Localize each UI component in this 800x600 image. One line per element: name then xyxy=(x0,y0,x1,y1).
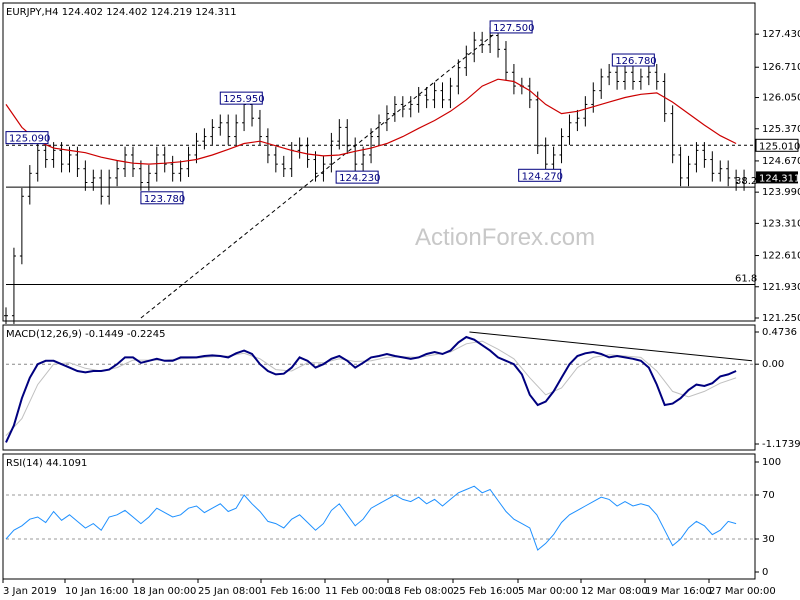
price-axis-label: 123.310 xyxy=(762,218,800,229)
macd-series-signal xyxy=(5,340,737,436)
price-axis-label: 121.930 xyxy=(762,282,800,293)
pivot-label-box xyxy=(335,170,379,184)
pivot-label: 126.780 xyxy=(615,56,656,67)
time-axis-label: 25 Feb 16:00 xyxy=(453,586,519,597)
level-price-label: 125.010 xyxy=(759,141,800,152)
macd-panel-title: MACD(12,26,9) -0.1449 -0.2245 xyxy=(6,329,166,340)
time-axis-label: 5 Mar 00:00 xyxy=(518,586,578,597)
rsi-levels xyxy=(6,494,755,540)
current-price-box xyxy=(756,171,798,184)
time-axis-label: 19 Mar 16:00 xyxy=(645,586,712,597)
trendline xyxy=(140,30,499,319)
pivot-label: 125.950 xyxy=(223,94,264,105)
macd-axis-label: 0.00 xyxy=(762,359,784,370)
time-axis: 3 Jan 2019 10 Jan 16:00 18 Jan 00:00 25 Jan… xyxy=(2,579,776,597)
pivot-labels: 125.090 125.950 127.500 126.780 123.780 124.2… xyxy=(5,20,657,205)
rsi-axis-label: 70 xyxy=(762,490,775,501)
time-axis-label: 18 Jan 00:00 xyxy=(133,586,196,597)
watermark: ActionForex.com xyxy=(415,224,595,251)
fib-level-label: 61.8 xyxy=(735,273,757,284)
macd-panel-frame xyxy=(2,324,756,451)
time-axis-label: 25 Jan 08:00 xyxy=(198,586,261,597)
macd-axis-label: 0.4736 xyxy=(762,327,797,338)
price-axis-label: 127.430 xyxy=(762,29,800,40)
macd-axis-label: -1.1739 xyxy=(762,439,800,450)
pivot-label: 123.780 xyxy=(144,194,185,205)
pivot-label-box xyxy=(489,20,533,34)
macd-axis: 0.4736 0.00 -1.1739 xyxy=(755,327,800,450)
rsi-axis-label: 100 xyxy=(762,457,781,468)
fib-level-label: 38.2 xyxy=(735,176,757,187)
macd-series-macd xyxy=(5,335,737,443)
panel-frames xyxy=(2,2,756,580)
pivot-label: 127.500 xyxy=(493,23,534,34)
price-axis-label: 126.050 xyxy=(762,93,800,104)
time-axis-label: 18 Feb 08:00 xyxy=(388,586,454,597)
price-axis-label: 123.990 xyxy=(762,187,800,198)
pivot-label-box xyxy=(611,53,655,67)
price-axis: 127.430 126.710 126.050 125.370 124.670 123.9… xyxy=(755,29,800,324)
rsi-axis: 100 70 30 0 xyxy=(755,457,781,578)
price-axis-label: 126.710 xyxy=(762,62,800,73)
pivot-label-box xyxy=(140,191,184,205)
time-axis-label: 3 Jan 2019 xyxy=(3,586,57,597)
rsi-series-line xyxy=(5,485,737,551)
price-panel-title: EURJPY,H4 124.402 124.402 124.219 124.31… xyxy=(6,7,237,18)
price-axis-label: 121.250 xyxy=(762,313,800,324)
macd-trendline xyxy=(469,331,753,362)
level-price-box xyxy=(755,138,799,152)
price-bars xyxy=(4,27,747,324)
time-axis-label: 11 Feb 00:00 xyxy=(325,586,391,597)
price-axis-label: 125.370 xyxy=(762,124,800,135)
pivot-label-box xyxy=(219,91,263,105)
rsi-line xyxy=(5,485,737,551)
rsi-axis-label: 30 xyxy=(762,534,775,545)
pivot-label-box xyxy=(518,168,562,182)
current-price-label: 124.311 xyxy=(759,173,800,184)
time-axis-label: 1 Feb 16:00 xyxy=(261,586,320,597)
pivot-label: 124.270 xyxy=(522,171,563,182)
price-panel-frame xyxy=(2,2,756,322)
moving-average-line xyxy=(5,78,737,165)
price-axis-label: 122.610 xyxy=(762,251,800,262)
moving-average xyxy=(5,78,737,165)
macd-lines xyxy=(5,331,753,443)
pivot-label-box xyxy=(5,131,49,145)
pivot-label: 125.090 xyxy=(9,134,50,145)
price-trendline xyxy=(140,30,499,319)
pivot-label: 124.230 xyxy=(339,173,380,184)
price-levels: 38.2 61.8 xyxy=(6,144,757,285)
time-axis-label: 10 Jan 16:00 xyxy=(65,586,128,597)
rsi-panel-title: RSI(14) 44.1091 xyxy=(6,458,87,469)
price-axis-label: 124.670 xyxy=(762,156,800,167)
time-axis-label: 27 Mar 00:00 xyxy=(709,586,776,597)
rsi-panel-frame xyxy=(2,453,756,580)
time-axis-label: 12 Mar 08:00 xyxy=(581,586,648,597)
rsi-axis-label: 0 xyxy=(762,567,768,578)
